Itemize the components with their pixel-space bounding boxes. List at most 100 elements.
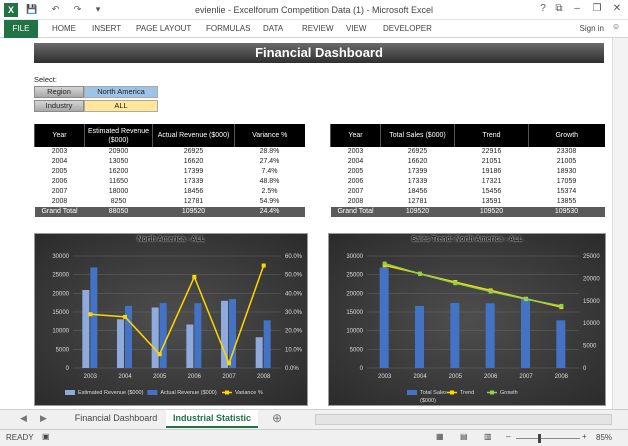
industry-select[interactable]: ALL [84, 100, 158, 112]
tab-developer[interactable]: DEVELOPER [383, 24, 432, 33]
tab-review[interactable]: REVIEW [302, 24, 334, 33]
file-tab[interactable]: FILE [4, 20, 38, 38]
table-cell[interactable]: 17339 [407, 178, 428, 185]
page-break-view-icon[interactable]: ▥ [484, 432, 492, 441]
y2-tick-label: 50.0% [285, 273, 303, 279]
table-cell[interactable]: 16620 [183, 158, 204, 165]
table-cell[interactable]: 2006 [347, 178, 364, 185]
table-cell[interactable]: 28.8% [259, 148, 280, 155]
table-cell[interactable]: 2004 [51, 158, 68, 165]
table-cell[interactable]: 16620 [407, 158, 428, 165]
total-cell[interactable]: 109530 [528, 207, 605, 217]
table-cell[interactable]: 19186 [481, 168, 502, 175]
quick-access-toolbar[interactable]: 💾 ↶ ↷ ▾ [26, 4, 107, 14]
ribbon-display-icon[interactable]: ⧉ [555, 3, 563, 14]
zoom-slider[interactable] [516, 438, 580, 439]
table-row: 2007 18000 18456 2.5% [35, 187, 305, 197]
y-tick-label: 25000 [52, 273, 69, 279]
tab-page-layout[interactable]: PAGE LAYOUT [136, 24, 192, 33]
table-cell[interactable]: 2005 [347, 168, 364, 175]
table-cell[interactable]: 2003 [51, 148, 68, 155]
vertical-scrollbar[interactable] [612, 38, 628, 409]
table-cell[interactable]: 17339 [183, 178, 204, 185]
table-cell[interactable]: 16200 [108, 168, 129, 175]
add-sheet-button[interactable]: ⊕ [272, 411, 283, 425]
macro-record-icon[interactable]: ▣ [42, 432, 50, 441]
table-cell[interactable]: 8250 [110, 198, 127, 205]
table-cell[interactable]: 2006 [51, 178, 68, 185]
tab-view[interactable]: VIEW [346, 24, 367, 33]
zoom-out-button[interactable]: – [506, 432, 511, 441]
table-cell[interactable]: 13591 [481, 198, 502, 205]
table-cell[interactable]: 17399 [407, 168, 428, 175]
restore-button[interactable]: ❐ [592, 3, 602, 14]
normal-view-icon[interactable]: ▦ [436, 432, 444, 441]
prev-sheet-arrow[interactable]: ◀ [20, 413, 27, 423]
table-cell[interactable]: 17059 [556, 178, 577, 185]
tab-financial-dashboard[interactable]: Financial Dashboard [74, 413, 158, 423]
total-cell[interactable]: Grand Total [34, 207, 85, 217]
tab-home[interactable]: HOME [52, 24, 76, 33]
table-cell[interactable]: 2007 [51, 188, 68, 195]
table-cell[interactable]: 27.4% [259, 158, 280, 165]
table-cell[interactable]: 26925 [407, 148, 428, 155]
table-cell[interactable]: 17399 [183, 168, 204, 175]
table-cell[interactable]: 21051 [481, 158, 502, 165]
table-cell[interactable]: 54.9% [259, 198, 280, 205]
x-tick-label: 2008 [257, 374, 271, 380]
table-cell[interactable]: 12781 [407, 198, 428, 205]
table-cell[interactable]: 2008 [347, 198, 364, 205]
tab-formulas[interactable]: FORMULAS [206, 24, 251, 33]
total-cell[interactable]: 109520 [380, 207, 455, 217]
total-cell[interactable]: Grand Total [330, 207, 381, 217]
tab-industrial-statistic[interactable]: Industrial Statistic [166, 410, 258, 428]
worksheet[interactable]: Financial Dashboard Select: Region North… [0, 38, 612, 409]
close-button[interactable]: ✕ [612, 3, 622, 14]
table-cell[interactable]: 26925 [183, 148, 204, 155]
table-cell[interactable]: 7.4% [261, 168, 278, 175]
table-cell[interactable]: 2003 [347, 148, 364, 155]
table-cell[interactable]: 2005 [51, 168, 68, 175]
table-cell[interactable]: 13855 [556, 198, 577, 205]
help-icon[interactable]: ? [540, 3, 546, 14]
total-cell[interactable]: 88050 [84, 207, 153, 217]
minimize-button[interactable]: – [574, 3, 580, 14]
page-layout-view-icon[interactable]: ▤ [460, 432, 468, 441]
sales-trend-chart[interactable]: Sales Trend: North America - ALL 0 5000 10… [328, 233, 606, 406]
sign-in-link[interactable]: Sign in [579, 24, 604, 33]
tab-insert[interactable]: INSERT [92, 24, 122, 33]
horizontal-scrollbar[interactable] [315, 414, 612, 425]
table-cell[interactable]: 2004 [347, 158, 364, 165]
table-cell[interactable]: 12781 [183, 198, 204, 205]
user-icon[interactable]: ☺ [612, 22, 621, 31]
table-cell[interactable]: 20900 [108, 148, 129, 155]
table-cell[interactable]: 18000 [108, 188, 129, 195]
data-point [524, 297, 528, 302]
table-cell[interactable]: 15456 [481, 188, 502, 195]
total-cell[interactable]: 24.4% [234, 207, 305, 217]
table-cell[interactable]: 15374 [556, 188, 577, 195]
revenue-chart[interactable]: North America - ALL 0 5000 10000 15000 20000… [34, 233, 308, 406]
table-row: 2008 8250 12781 54.9% [35, 197, 305, 207]
table-cell[interactable]: 2007 [347, 188, 364, 195]
table-cell[interactable]: 18456 [407, 188, 428, 195]
table-cell[interactable]: 2008 [51, 198, 68, 205]
tab-data[interactable]: DATA [263, 24, 284, 33]
table-cell[interactable]: 17321 [481, 178, 502, 185]
total-cell[interactable]: 109520 [454, 207, 529, 217]
table-cell[interactable]: 11650 [109, 178, 128, 185]
zoom-slider-handle[interactable] [538, 434, 541, 443]
next-sheet-arrow[interactable]: ▶ [40, 413, 47, 423]
zoom-in-button[interactable]: + [582, 432, 587, 441]
legend-label: Variance % [235, 390, 263, 396]
table-cell[interactable]: 18930 [556, 168, 577, 175]
total-cell[interactable]: 109520 [152, 207, 235, 217]
region-select[interactable]: North America [84, 86, 158, 98]
table-cell[interactable]: 18456 [183, 188, 204, 195]
table-cell[interactable]: 23308 [556, 148, 577, 155]
table-cell[interactable]: 21005 [556, 158, 577, 165]
table-cell[interactable]: 48.8% [259, 178, 280, 185]
table-cell[interactable]: 2.5% [261, 188, 278, 195]
table-cell[interactable]: 22916 [481, 148, 502, 155]
table-cell[interactable]: 13050 [108, 158, 129, 165]
